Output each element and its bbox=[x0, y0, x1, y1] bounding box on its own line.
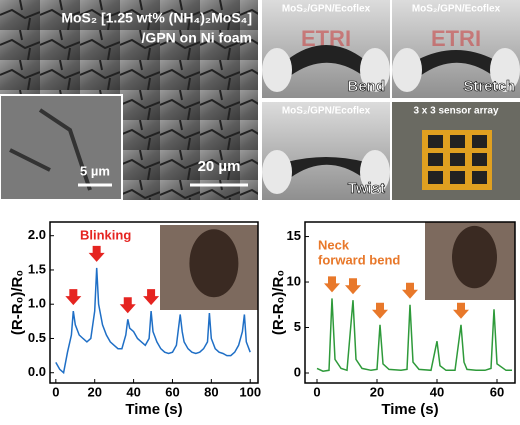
photo-caption: Stretch bbox=[463, 78, 515, 95]
y-tick-label: 0.0 bbox=[28, 364, 46, 379]
photo-label: 3 x 3 sensor array bbox=[413, 106, 498, 117]
sensor bbox=[450, 153, 465, 166]
annotation: Neck bbox=[318, 237, 350, 252]
annotation-arrow bbox=[88, 245, 105, 262]
y-tick-label: 1.0 bbox=[28, 296, 46, 311]
hand bbox=[490, 48, 520, 92]
data-line bbox=[316, 298, 512, 372]
hand bbox=[392, 48, 422, 92]
annotation: forward bend bbox=[318, 252, 400, 267]
sample bbox=[287, 157, 365, 178]
scale-label: 5 µm bbox=[80, 163, 110, 178]
plot-frame bbox=[304, 221, 516, 384]
annotation-arrow bbox=[402, 282, 418, 299]
photo-grid: ETRIMoS₂/GPN/EcoflexBendETRIMoS₂/GPN/Eco… bbox=[262, 0, 520, 200]
photo-label: MoS₂/GPN/Ecoflex bbox=[282, 106, 371, 117]
x-tick-label: 0 bbox=[313, 384, 320, 399]
annotation-arrow bbox=[372, 302, 388, 319]
hand bbox=[262, 48, 292, 92]
annotation-arrow bbox=[324, 276, 340, 293]
sensor bbox=[472, 153, 487, 166]
sem-title: /GPN on Ni foam bbox=[142, 30, 252, 46]
y-tick-label: 0.5 bbox=[28, 330, 46, 345]
annotation-arrow bbox=[345, 278, 361, 295]
y-axis-label: (R-R₀)/R₀ bbox=[270, 270, 287, 335]
sensor bbox=[428, 135, 443, 148]
sample bbox=[287, 45, 365, 76]
hand bbox=[360, 150, 390, 194]
x-tick-label: 60 bbox=[490, 384, 504, 399]
annotation-arrow bbox=[65, 289, 82, 306]
sensor bbox=[450, 135, 465, 148]
x-tick-label: 80 bbox=[204, 384, 218, 399]
scale-label: 20 µm bbox=[198, 158, 241, 175]
x-tick-label: 20 bbox=[87, 384, 101, 399]
data-line bbox=[55, 267, 251, 375]
photo-caption: Bend bbox=[348, 78, 386, 95]
sample bbox=[417, 50, 495, 76]
annotation-arrow bbox=[143, 289, 160, 306]
sensor bbox=[472, 171, 487, 184]
y-tick-label: 2.0 bbox=[28, 227, 46, 242]
y-tick-label: 0 bbox=[294, 364, 301, 379]
y-tick-label: 15 bbox=[287, 228, 301, 243]
photo-label: MoS₂/GPN/Ecoflex bbox=[282, 4, 371, 15]
inset-head bbox=[189, 229, 239, 298]
sensor bbox=[428, 171, 443, 184]
sem-title: MoS₂ [1.25 wt% (NH₄)₂MoS₄] bbox=[61, 10, 252, 26]
sensor bbox=[450, 171, 465, 184]
hand bbox=[360, 48, 390, 92]
x-tick-label: 40 bbox=[430, 384, 444, 399]
sem-image: MoS₂ [1.25 wt% (NH₄)₂MoS₄] /GPN on Ni fo… bbox=[0, 0, 258, 201]
sensor bbox=[428, 153, 443, 166]
photo-backdrop: ETRI bbox=[431, 26, 481, 51]
sensor bbox=[472, 135, 487, 148]
x-axis-label: Time (s) bbox=[381, 401, 438, 418]
x-tick-label: 40 bbox=[126, 384, 140, 399]
x-axis-label: Time (s) bbox=[125, 401, 182, 418]
x-tick-label: 100 bbox=[239, 384, 261, 399]
photo-label: MoS₂/GPN/Ecoflex bbox=[412, 4, 501, 15]
y-tick-label: 5 bbox=[294, 319, 301, 334]
y-axis-label: (R-R₀)/R₀ bbox=[9, 270, 26, 335]
x-tick-label: 0 bbox=[52, 384, 59, 399]
x-tick-label: 20 bbox=[370, 384, 384, 399]
plot-frame bbox=[49, 221, 259, 384]
hand bbox=[262, 150, 292, 194]
y-tick-label: 1.5 bbox=[28, 261, 46, 276]
annotation: Blinking bbox=[80, 227, 131, 242]
annotation-arrow bbox=[453, 302, 469, 319]
photo-caption: Twist bbox=[348, 180, 385, 197]
annotation-arrow bbox=[119, 297, 136, 314]
y-tick-label: 10 bbox=[287, 273, 301, 288]
inset-head bbox=[452, 225, 497, 289]
x-tick-label: 60 bbox=[165, 384, 179, 399]
